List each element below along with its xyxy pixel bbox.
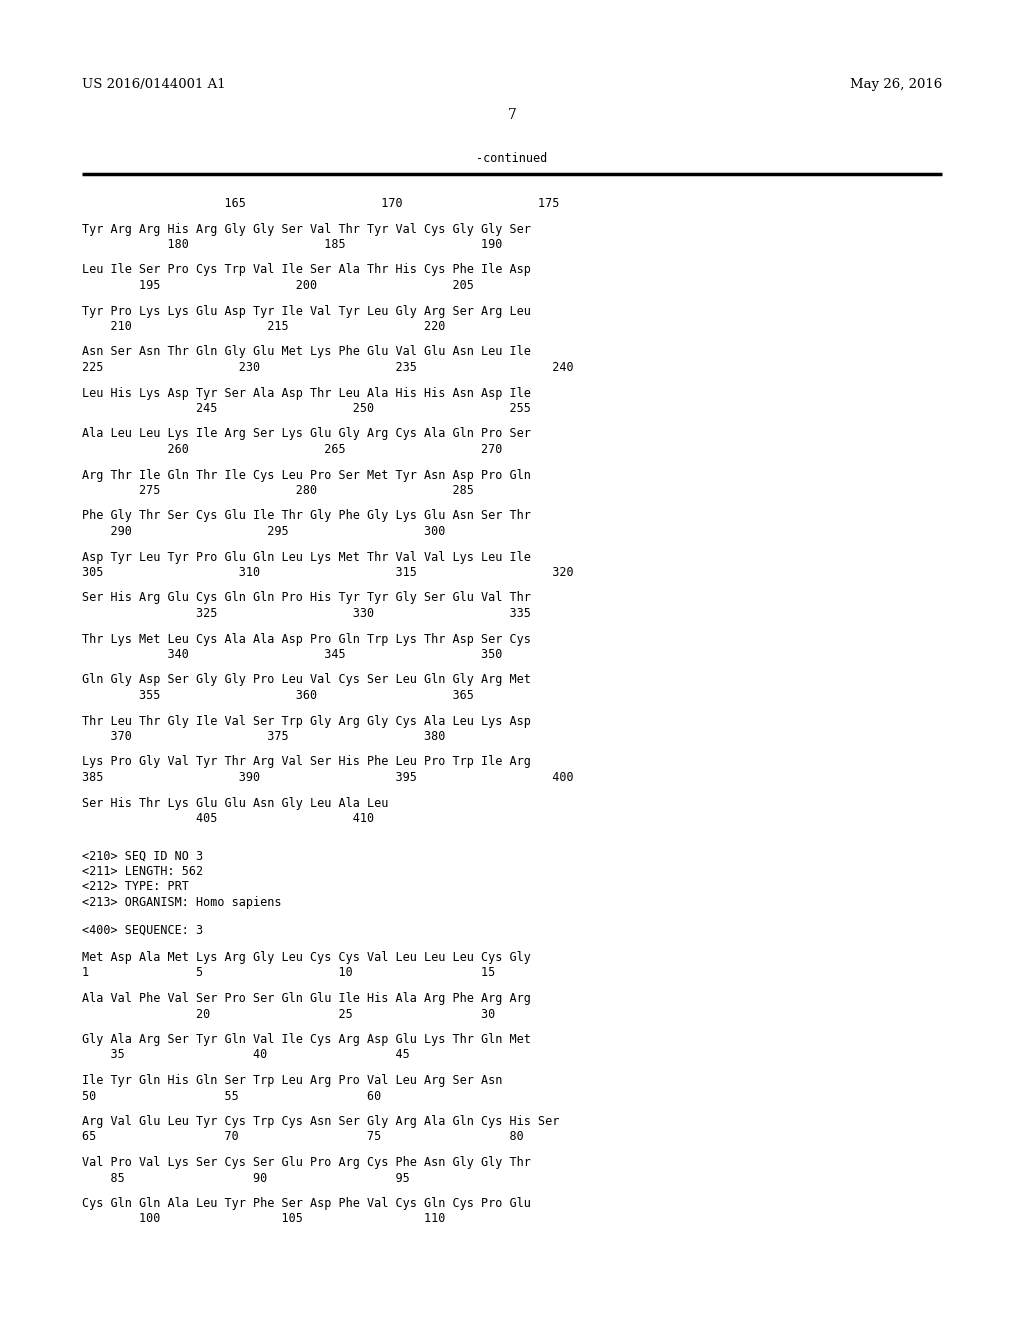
Text: Asn Ser Asn Thr Gln Gly Glu Met Lys Phe Glu Val Glu Asn Leu Ile: Asn Ser Asn Thr Gln Gly Glu Met Lys Phe … [82, 346, 530, 359]
Text: <211> LENGTH: 562: <211> LENGTH: 562 [82, 865, 203, 878]
Text: Phe Gly Thr Ser Cys Glu Ile Thr Gly Phe Gly Lys Glu Asn Ser Thr: Phe Gly Thr Ser Cys Glu Ile Thr Gly Phe … [82, 510, 530, 523]
Text: Gly Ala Arg Ser Tyr Gln Val Ile Cys Arg Asp Glu Lys Thr Gln Met: Gly Ala Arg Ser Tyr Gln Val Ile Cys Arg … [82, 1034, 530, 1045]
Text: 290                   295                   300: 290 295 300 [82, 525, 445, 539]
Text: 195                   200                   205: 195 200 205 [82, 279, 474, 292]
Text: Cys Gln Gln Ala Leu Tyr Phe Ser Asp Phe Val Cys Gln Cys Pro Glu: Cys Gln Gln Ala Leu Tyr Phe Ser Asp Phe … [82, 1197, 530, 1210]
Text: Ala Leu Leu Lys Ile Arg Ser Lys Glu Gly Arg Cys Ala Gln Pro Ser: Ala Leu Leu Lys Ile Arg Ser Lys Glu Gly … [82, 428, 530, 441]
Text: Arg Thr Ile Gln Thr Ile Cys Leu Pro Ser Met Tyr Asn Asp Pro Gln: Arg Thr Ile Gln Thr Ile Cys Leu Pro Ser … [82, 469, 530, 482]
Text: Met Asp Ala Met Lys Arg Gly Leu Cys Cys Val Leu Leu Leu Cys Gly: Met Asp Ala Met Lys Arg Gly Leu Cys Cys … [82, 950, 530, 964]
Text: Ile Tyr Gln His Gln Ser Trp Leu Arg Pro Val Leu Arg Ser Asn: Ile Tyr Gln His Gln Ser Trp Leu Arg Pro … [82, 1074, 503, 1086]
Text: 210                   215                   220: 210 215 220 [82, 319, 445, 333]
Text: Arg Val Glu Leu Tyr Cys Trp Cys Asn Ser Gly Arg Ala Gln Cys His Ser: Arg Val Glu Leu Tyr Cys Trp Cys Asn Ser … [82, 1115, 559, 1129]
Text: 305                   310                   315                   320: 305 310 315 320 [82, 566, 573, 579]
Text: Tyr Arg Arg His Arg Gly Gly Ser Val Thr Tyr Val Cys Gly Gly Ser: Tyr Arg Arg His Arg Gly Gly Ser Val Thr … [82, 223, 530, 235]
Text: 355                   360                   365: 355 360 365 [82, 689, 474, 702]
Text: Lys Pro Gly Val Tyr Thr Arg Val Ser His Phe Leu Pro Trp Ile Arg: Lys Pro Gly Val Tyr Thr Arg Val Ser His … [82, 755, 530, 768]
Text: Ser His Arg Glu Cys Gln Gln Pro His Tyr Tyr Gly Ser Glu Val Thr: Ser His Arg Glu Cys Gln Gln Pro His Tyr … [82, 591, 530, 605]
Text: 85                  90                  95: 85 90 95 [82, 1172, 410, 1184]
Text: Asp Tyr Leu Tyr Pro Glu Gln Leu Lys Met Thr Val Val Lys Leu Ile: Asp Tyr Leu Tyr Pro Glu Gln Leu Lys Met … [82, 550, 530, 564]
Text: -continued: -continued [476, 152, 548, 165]
Text: Thr Lys Met Leu Cys Ala Ala Asp Pro Gln Trp Lys Thr Asp Ser Cys: Thr Lys Met Leu Cys Ala Ala Asp Pro Gln … [82, 632, 530, 645]
Text: Ser His Thr Lys Glu Glu Asn Gly Leu Ala Leu: Ser His Thr Lys Glu Glu Asn Gly Leu Ala … [82, 796, 388, 809]
Text: Tyr Pro Lys Lys Glu Asp Tyr Ile Val Tyr Leu Gly Arg Ser Arg Leu: Tyr Pro Lys Lys Glu Asp Tyr Ile Val Tyr … [82, 305, 530, 318]
Text: 370                   375                   380: 370 375 380 [82, 730, 445, 743]
Text: <210> SEQ ID NO 3: <210> SEQ ID NO 3 [82, 850, 203, 862]
Text: 180                   185                   190: 180 185 190 [82, 238, 503, 251]
Text: 35                  40                  45: 35 40 45 [82, 1048, 410, 1061]
Text: 260                   265                   270: 260 265 270 [82, 444, 503, 455]
Text: 325                   330                   335: 325 330 335 [82, 607, 530, 620]
Text: <400> SEQUENCE: 3: <400> SEQUENCE: 3 [82, 924, 203, 936]
Text: <213> ORGANISM: Homo sapiens: <213> ORGANISM: Homo sapiens [82, 896, 282, 909]
Text: Thr Leu Thr Gly Ile Val Ser Trp Gly Arg Gly Cys Ala Leu Lys Asp: Thr Leu Thr Gly Ile Val Ser Trp Gly Arg … [82, 714, 530, 727]
Text: 100                 105                 110: 100 105 110 [82, 1213, 445, 1225]
Text: 225                   230                   235                   240: 225 230 235 240 [82, 360, 573, 374]
Text: 275                   280                   285: 275 280 285 [82, 484, 474, 498]
Text: 340                   345                   350: 340 345 350 [82, 648, 503, 661]
Text: US 2016/0144001 A1: US 2016/0144001 A1 [82, 78, 225, 91]
Text: <212> TYPE: PRT: <212> TYPE: PRT [82, 880, 188, 894]
Text: 65                  70                  75                  80: 65 70 75 80 [82, 1130, 523, 1143]
Text: 165                   170                   175: 165 170 175 [82, 197, 559, 210]
Text: Val Pro Val Lys Ser Cys Ser Glu Pro Arg Cys Phe Asn Gly Gly Thr: Val Pro Val Lys Ser Cys Ser Glu Pro Arg … [82, 1156, 530, 1170]
Text: May 26, 2016: May 26, 2016 [850, 78, 942, 91]
Text: Gln Gly Asp Ser Gly Gly Pro Leu Val Cys Ser Leu Gln Gly Arg Met: Gln Gly Asp Ser Gly Gly Pro Leu Val Cys … [82, 673, 530, 686]
Text: Ala Val Phe Val Ser Pro Ser Gln Glu Ile His Ala Arg Phe Arg Arg: Ala Val Phe Val Ser Pro Ser Gln Glu Ile … [82, 993, 530, 1005]
Text: 50                  55                  60: 50 55 60 [82, 1089, 381, 1102]
Text: 405                   410: 405 410 [82, 812, 374, 825]
Text: Leu Ile Ser Pro Cys Trp Val Ile Ser Ala Thr His Cys Phe Ile Asp: Leu Ile Ser Pro Cys Trp Val Ile Ser Ala … [82, 264, 530, 276]
Text: Leu His Lys Asp Tyr Ser Ala Asp Thr Leu Ala His His Asn Asp Ile: Leu His Lys Asp Tyr Ser Ala Asp Thr Leu … [82, 387, 530, 400]
Text: 7: 7 [508, 108, 516, 121]
Text: 385                   390                   395                   400: 385 390 395 400 [82, 771, 573, 784]
Text: 245                   250                   255: 245 250 255 [82, 403, 530, 414]
Text: 20                  25                  30: 20 25 30 [82, 1007, 496, 1020]
Text: 1               5                   10                  15: 1 5 10 15 [82, 966, 496, 979]
